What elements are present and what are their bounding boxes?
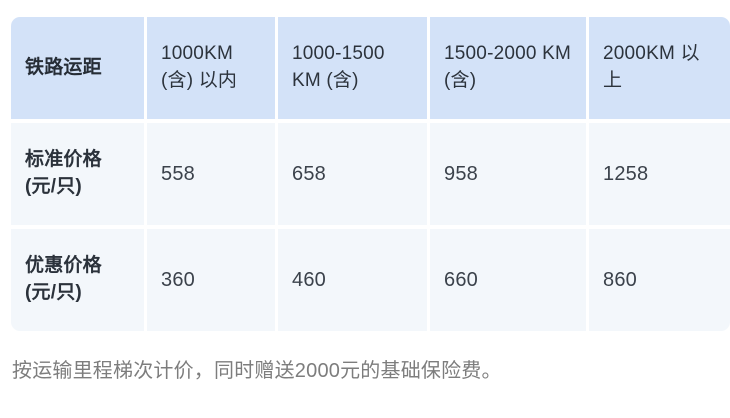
row-separator [11,225,730,229]
table-row: 优惠价格 (元/只) 360 460 660 860 [11,229,730,331]
row-0-value-cell-3: 1258 [589,123,730,225]
column-separator [427,17,430,119]
row-1-value-0: 360 [147,229,275,331]
column-separator [586,229,589,331]
row-0-value-1: 658 [278,123,427,225]
row-0-value-cell-2: 958 [430,123,586,225]
header-label-distance: 铁路运距 [11,17,144,119]
column-separator [144,229,147,331]
header-cell-col-2: 1500-2000 KM (含) [430,17,586,119]
column-separator [144,123,147,225]
header-cell-col-0: 1000KM (含) 以内 [147,17,275,119]
column-separator [144,17,147,119]
table-header-row: 铁路运距 1000KM (含) 以内 1000-1500 KM (含) 1500… [11,17,730,119]
row-0-value-2: 958 [430,123,586,225]
column-separator [275,17,278,119]
row-0-value-3: 1258 [589,123,730,225]
row-separator-cell [11,225,730,229]
table-row: 标准价格 (元/只) 558 658 958 1258 [11,123,730,225]
rail-distance-pricing-table: 铁路运距 1000KM (含) 以内 1000-1500 KM (含) 1500… [11,17,730,331]
row-0-value-cell-1: 658 [278,123,427,225]
pricing-footnote: 按运输里程梯次计价，同时赠送2000元的基础保险费。 [12,360,502,382]
column-separator [586,17,589,119]
column-separator [427,123,430,225]
row-1-value-cell-0: 360 [147,229,275,331]
header-label-col-2: 1500-2000 KM (含) [430,17,586,119]
column-separator [275,123,278,225]
header-label-col-3: 2000KM 以上 [589,17,730,119]
column-separator [275,229,278,331]
header-cell-distance: 铁路运距 [11,17,144,119]
row-1-value-cell-3: 860 [589,229,730,331]
row-0-label: 标准价格 (元/只) [11,123,144,225]
row-1-value-3: 860 [589,229,730,331]
header-label-col-1: 1000-1500 KM (含) [278,17,427,119]
header-label-col-0: 1000KM (含) 以内 [147,17,275,119]
row-0-value-0: 558 [147,123,275,225]
row-0-label-cell: 标准价格 (元/只) [11,123,144,225]
row-1-label: 优惠价格 (元/只) [11,229,144,331]
row-1-value-cell-2: 660 [430,229,586,331]
row-1-value-cell-1: 460 [278,229,427,331]
row-separator-cell [11,119,730,123]
row-1-label-cell: 优惠价格 (元/只) [11,229,144,331]
column-separator [586,123,589,225]
row-0-value-cell-0: 558 [147,123,275,225]
header-cell-col-1: 1000-1500 KM (含) [278,17,427,119]
row-1-value-1: 460 [278,229,427,331]
column-separator [427,229,430,331]
row-1-value-2: 660 [430,229,586,331]
row-separator [11,119,730,123]
header-cell-col-3: 2000KM 以上 [589,17,730,119]
